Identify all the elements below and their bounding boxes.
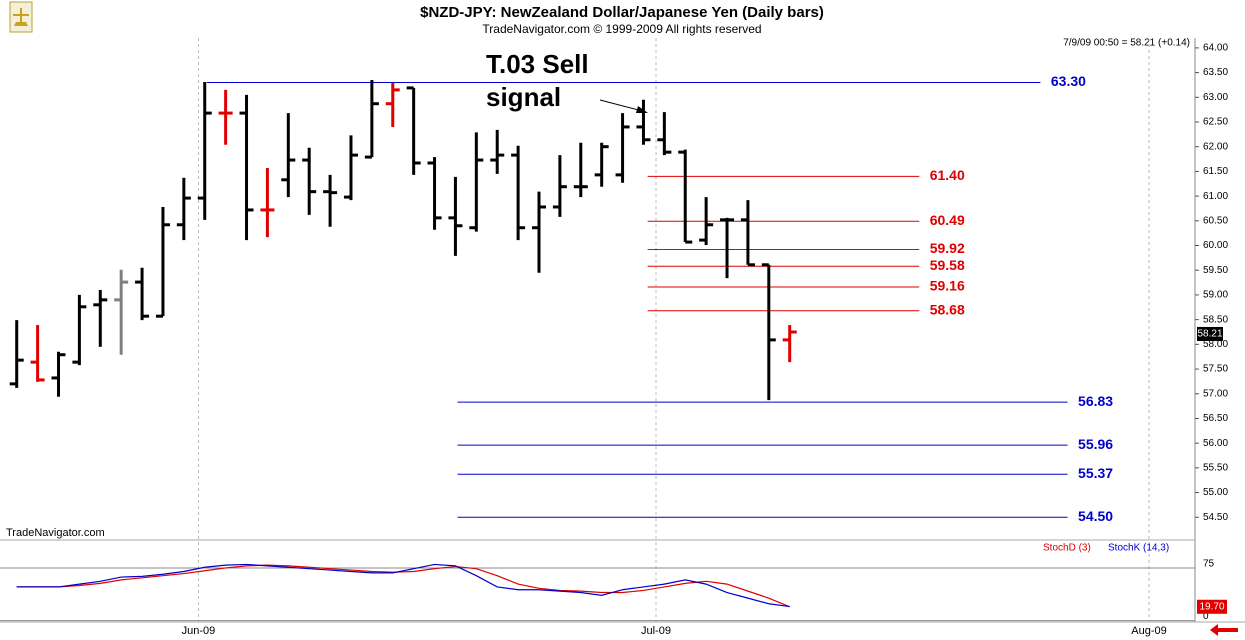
- y-tick-label: 63.50: [1203, 67, 1228, 78]
- y-tick-label: 62.50: [1203, 117, 1228, 128]
- y-tick-label: 61.50: [1203, 166, 1228, 177]
- y-tick-label: 61.00: [1203, 191, 1228, 202]
- scroll-arrow[interactable]: [1210, 624, 1238, 636]
- y-tick-label: 54.50: [1203, 512, 1228, 523]
- y-tick-label: 60.50: [1203, 215, 1228, 226]
- level-label: 55.37: [1078, 465, 1113, 481]
- quote: 7/9/09 00:50 = 58.21 (+0.14): [1063, 38, 1190, 49]
- level-label: 54.50: [1078, 508, 1113, 524]
- legend-entry: StochK (14,3): [1108, 543, 1169, 554]
- chart-title: $NZD-JPY: NewZealand Dollar/Japanese Yen…: [420, 4, 824, 21]
- y-tick-label: 59.50: [1203, 265, 1228, 276]
- legend-entry: StochD (3): [1043, 543, 1091, 554]
- last-value-marker: [1197, 599, 1227, 614]
- level-label: 56.83: [1078, 393, 1113, 409]
- watermark: TradeNavigator.com: [6, 527, 105, 539]
- x-tick-label: Aug-09: [1131, 625, 1166, 637]
- y-tick-label: 56.00: [1203, 438, 1228, 449]
- logo: [9, 1, 33, 33]
- level-label: 59.92: [930, 240, 965, 256]
- last-price-label: 58.21: [1197, 329, 1222, 340]
- y-tick-label: 57.50: [1203, 364, 1228, 375]
- x-tick-label: Jul-09: [641, 625, 671, 637]
- y-tick-label: 59.00: [1203, 290, 1228, 301]
- level-label: 58.68: [930, 301, 965, 317]
- level-label: 59.16: [930, 278, 965, 294]
- y-tick-label: 64.00: [1203, 43, 1228, 54]
- y-tick-label: 57.00: [1203, 388, 1228, 399]
- y-tick-label: 75: [1203, 559, 1215, 570]
- annotation: T.03 Sell: [486, 49, 589, 79]
- y-tick-label: 58.50: [1203, 314, 1228, 325]
- y-tick-label: 62.00: [1203, 141, 1228, 152]
- y-tick-label: 55.00: [1203, 487, 1228, 498]
- stoch-line: [16, 564, 790, 608]
- level-label: 59.58: [930, 257, 965, 273]
- y-tick-label: 0: [1203, 611, 1209, 622]
- level-label: 61.40: [930, 167, 965, 183]
- stoch-line: [16, 563, 790, 608]
- level-label: 60.49: [930, 212, 965, 228]
- y-tick-label: 60.00: [1203, 240, 1228, 251]
- y-tick-label: 58.00: [1203, 339, 1228, 350]
- last-value-label: 19.70: [1199, 601, 1224, 612]
- level-label: 63.30: [1051, 73, 1086, 89]
- last-price-marker: [1197, 326, 1223, 341]
- x-tick-label: Jun-09: [182, 625, 216, 637]
- y-tick-label: 63.00: [1203, 92, 1228, 103]
- annotation: signal: [486, 82, 561, 112]
- y-tick-label: 56.50: [1203, 413, 1228, 424]
- level-label: 55.96: [1078, 436, 1113, 452]
- y-tick-label: 55.50: [1203, 463, 1228, 474]
- subtitle: TradeNavigator.com © 1999-2009 All right…: [482, 22, 761, 36]
